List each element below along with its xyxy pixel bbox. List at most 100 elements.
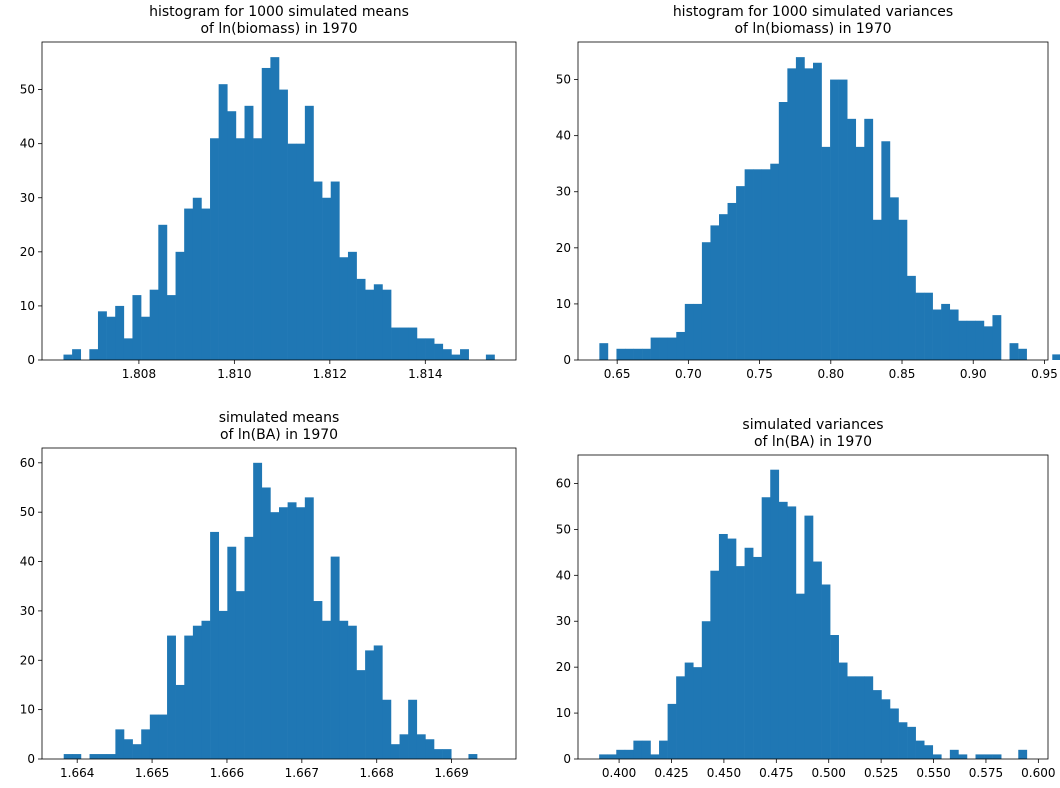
histogram-bar [365, 289, 375, 360]
histogram-bar [736, 186, 745, 360]
x-tick-label: 0.425 [654, 766, 688, 780]
y-tick-label: 20 [20, 653, 35, 667]
histogram-bar [992, 315, 1002, 360]
x-tick-label: 1.665 [135, 766, 169, 780]
histogram-bar [625, 348, 634, 360]
y-axis: 0 10 20 30 40 50 [20, 83, 42, 367]
histogram-bar [149, 289, 159, 360]
histogram-bar [115, 305, 125, 360]
histogram-bar [434, 749, 443, 759]
histogram-bar [115, 729, 125, 759]
histogram-bar [753, 556, 762, 759]
y-axis: 0 10 20 30 40 50 60 [556, 476, 578, 766]
y-tick-label: 20 [556, 660, 571, 674]
histogram-bar [123, 739, 133, 759]
y-tick-label: 30 [556, 185, 571, 199]
histogram-bar [915, 292, 925, 360]
histogram-bar [667, 337, 677, 360]
histogram-bar [210, 531, 220, 759]
histogram-bar [847, 118, 857, 361]
histogram-bar [227, 546, 237, 759]
histogram-bar [141, 729, 151, 759]
histogram-bar [813, 561, 822, 759]
histogram-bar [132, 295, 142, 360]
histogram-bar [408, 327, 418, 360]
x-tick-label: 1.812 [313, 367, 347, 381]
histogram-bar [485, 354, 495, 360]
histogram-bar [132, 744, 142, 759]
histogram-bar [227, 111, 237, 360]
histogram-bar [719, 214, 728, 360]
x-tick-label: 0.70 [675, 367, 702, 381]
histogram-bar [932, 309, 942, 360]
histogram-bar [442, 749, 452, 759]
histogram-bar [158, 224, 168, 360]
bars [599, 469, 1028, 759]
histogram-bar [958, 754, 968, 759]
y-tick-label: 10 [556, 297, 571, 311]
histogram-bar [141, 316, 150, 360]
y-tick-label: 20 [20, 245, 35, 259]
histogram-bar [347, 251, 357, 360]
histogram-bar [924, 745, 934, 759]
y-tick-label: 20 [556, 241, 571, 255]
histogram-bar [98, 754, 108, 759]
histogram-bar [607, 754, 617, 759]
histogram-bar [451, 354, 461, 360]
histogram-bar [201, 620, 211, 759]
histogram-bar [296, 507, 306, 759]
histogram-bar [992, 754, 1002, 759]
histogram-bar [270, 512, 280, 759]
histogram-bar [175, 684, 185, 759]
histogram-bar [416, 338, 426, 360]
y-tick-label: 50 [20, 83, 35, 97]
histogram-bar [399, 327, 409, 360]
y-tick-label: 40 [556, 129, 571, 143]
histogram-bar [881, 699, 891, 759]
histogram-bar [761, 169, 771, 360]
histogram-bar [889, 708, 899, 759]
histogram-bar [322, 620, 331, 759]
histogram-bar [287, 143, 297, 360]
histogram-bar [347, 625, 357, 759]
x-tick-label: 0.525 [864, 766, 898, 780]
x-tick-label: 0.65 [604, 367, 631, 381]
x-tick-label: 0.75 [746, 367, 773, 381]
histogram-bar [830, 79, 839, 360]
histogram-bar [287, 502, 297, 759]
histogram-bar [425, 338, 435, 360]
histogram-bar [72, 754, 82, 759]
histogram-bar [460, 349, 469, 360]
histogram-bar [804, 68, 814, 360]
x-tick-label: 0.600 [1021, 766, 1055, 780]
histogram-bar [966, 320, 976, 360]
y-tick-label: 50 [20, 505, 35, 519]
histogram-bar [949, 309, 959, 360]
x-tick-label: 1.810 [217, 367, 251, 381]
histogram-bar [975, 754, 985, 759]
panel-biomass-variances: histogram for 1000 simulated variances of… [556, 4, 1060, 381]
histogram-bar [641, 740, 651, 759]
histogram-bar [382, 289, 392, 360]
histogram-bar [659, 740, 668, 759]
x-tick-label: 0.475 [759, 766, 793, 780]
y-tick-label: 50 [556, 522, 571, 536]
histogram-bar [736, 566, 745, 759]
histogram-bar [710, 225, 720, 360]
y-tick-label: 10 [556, 706, 571, 720]
histogram-bar [330, 181, 340, 360]
histogram-bar [1018, 348, 1027, 360]
x-tick-label: 1.664 [60, 766, 94, 780]
histogram-bar [727, 538, 737, 759]
histogram-bar [744, 169, 754, 360]
histogram-bar [1018, 749, 1028, 759]
histogram-bar [907, 275, 916, 360]
histogram-bar [932, 754, 942, 759]
x-tick-label: 1.667 [285, 766, 319, 780]
y-tick-label: 0 [27, 752, 35, 766]
histogram-bar [907, 726, 916, 759]
x-tick-label: 0.550 [916, 766, 950, 780]
y-tick-label: 40 [20, 137, 35, 151]
histogram-bar [778, 102, 788, 360]
